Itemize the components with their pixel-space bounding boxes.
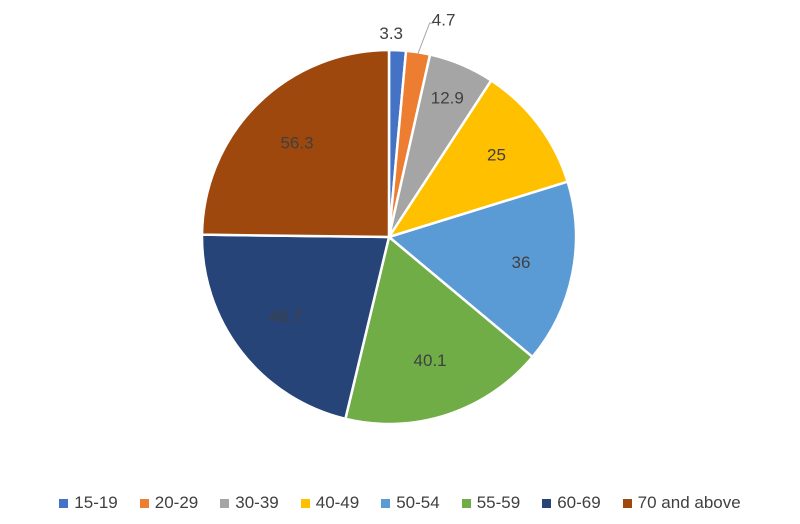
legend-swatch [139, 498, 149, 508]
legend-item-60-69: 60-69 [542, 493, 601, 513]
legend-label: 60-69 [557, 493, 601, 512]
pie-slice-50-54 [387, 180, 578, 359]
pie-slice-60-69 [200, 233, 391, 421]
legend-swatch [542, 498, 552, 508]
legend-label: 55-59 [476, 493, 521, 512]
leader-line-20-29 [417, 22, 434, 55]
chart-legend: 15-19 20-29 30-39 40-49 50-54 55-59 60-69 70 an… [0, 490, 800, 516]
legend-swatch [461, 498, 471, 508]
data-label-15-19: 3.3 [379, 24, 403, 43]
legend-swatch [622, 498, 632, 508]
legend-item-20-29: 20-29 [139, 493, 199, 513]
data-label-50-54: 36 [512, 253, 531, 272]
legend-item-15-19: 15-19 [59, 493, 118, 513]
data-label-40-49: 25 [487, 145, 506, 164]
legend-item-50-54: 50-54 [381, 493, 440, 513]
legend-label: 15-19 [74, 493, 118, 512]
legend-item-70-and-above: 70 and above [622, 493, 741, 513]
legend-label: 30-39 [235, 493, 279, 512]
legend-swatch [300, 498, 310, 508]
legend-label: 70 and above [637, 493, 741, 512]
data-label-30-39: 12.9 [431, 89, 464, 108]
legend-label: 50-54 [396, 493, 440, 512]
legend-item-55-59: 55-59 [461, 493, 521, 513]
data-label-60-69: 48.7 [269, 307, 302, 326]
legend-label: 40-49 [315, 493, 360, 512]
pie-plot-area: 3.3 4.7 12.9 25 36 40.1 48.7 56.3 [200, 11, 578, 426]
data-label-70-and-above: 56.3 [280, 133, 313, 152]
data-label-55-59: 40.1 [414, 351, 447, 370]
pie-slice-40-49 [387, 79, 569, 239]
pie-slice-70-and-above [200, 48, 391, 239]
pie-slice-55-59 [344, 235, 534, 426]
legend-swatch [59, 498, 69, 508]
legend-swatch [381, 498, 391, 508]
legend-swatch [220, 498, 230, 508]
data-label-20-29: 4.7 [432, 11, 456, 30]
legend-label: 20-29 [154, 493, 199, 512]
legend-item-40-49: 40-49 [300, 493, 360, 513]
legend-item-30-39: 30-39 [220, 493, 279, 513]
